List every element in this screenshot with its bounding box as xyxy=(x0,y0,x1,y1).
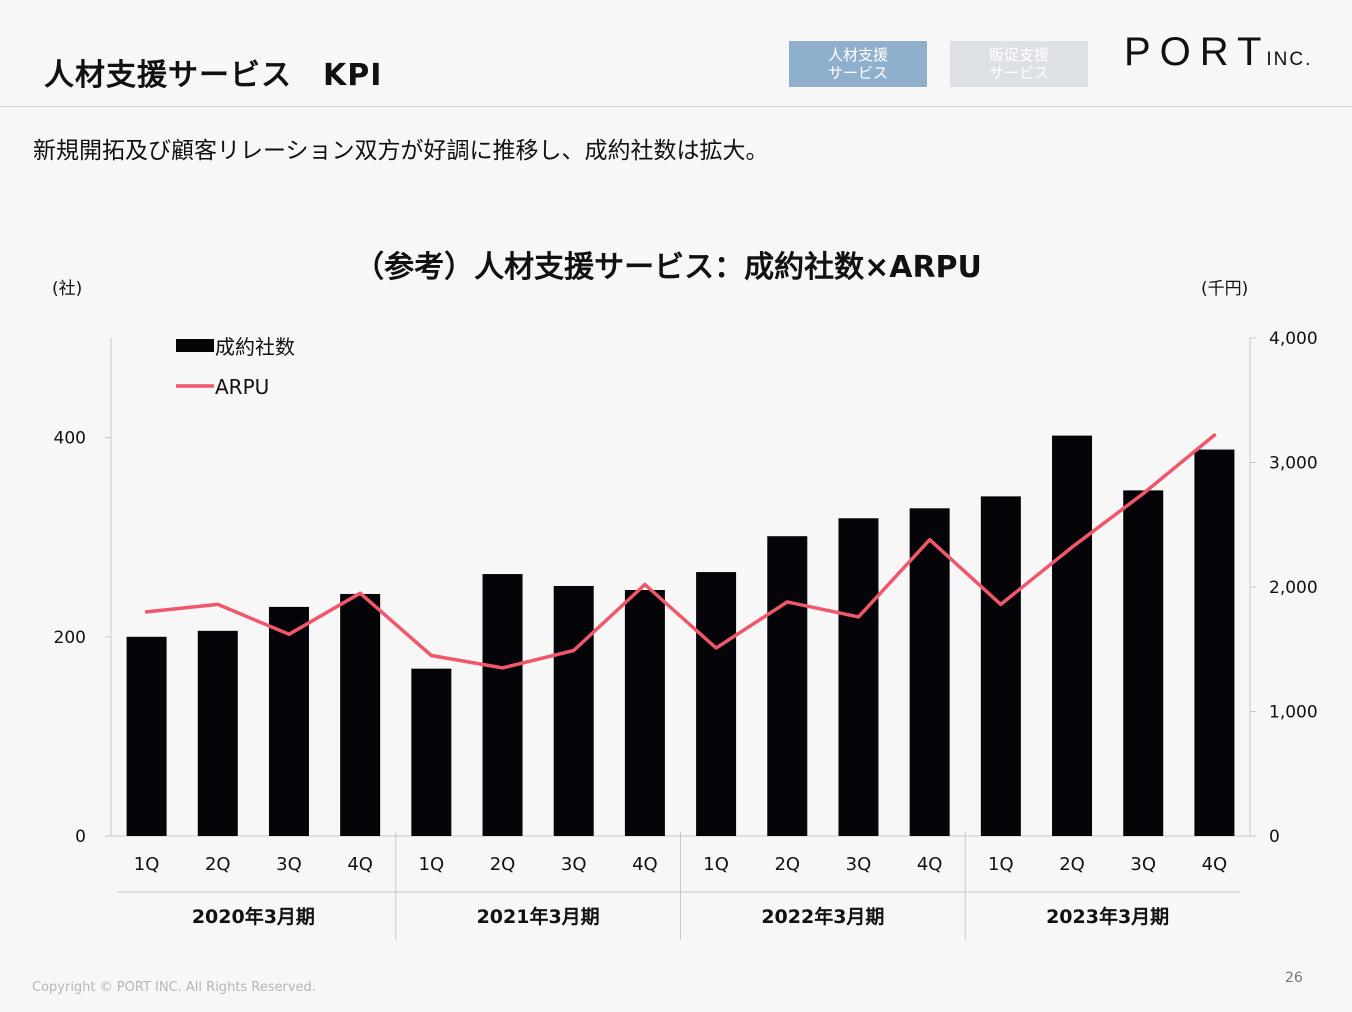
logo-main-text: PORT xyxy=(1124,30,1271,74)
x-axis-tick-label: 1Q xyxy=(419,854,445,875)
x-axis-tick-label: 2Q xyxy=(1059,854,1085,875)
right-axis-unit: (千円) xyxy=(1201,279,1248,299)
chart-title: （参考）人材支援サービス：成約社数×ARPU xyxy=(354,250,982,285)
bar-contracted-companies xyxy=(980,496,1021,836)
x-axis-tick-label: 4Q xyxy=(1202,854,1228,875)
left-axis-tick-label: 0 xyxy=(75,827,86,847)
tab-sales-promotion[interactable]: 販促支援 サービス xyxy=(950,41,1088,87)
tab-hr-support-line1: 人材支援 xyxy=(827,46,888,64)
bar-contracted-companies xyxy=(482,574,523,836)
tab-sales-promotion-line1: 販促支援 xyxy=(988,46,1049,64)
left-axis-unit: (社) xyxy=(52,279,82,299)
bar-contracted-companies xyxy=(340,593,381,836)
bar-contracted-companies xyxy=(767,536,808,836)
right-axis-tick-label: 0 xyxy=(1269,827,1280,847)
x-axis-tick-label: 3Q xyxy=(846,854,872,875)
x-axis-tick-label: 4Q xyxy=(347,854,373,875)
bar-contracted-companies xyxy=(1123,490,1164,836)
fiscal-year-label: 2022年3月期 xyxy=(761,905,884,928)
bar-contracted-companies xyxy=(1052,435,1093,836)
bar-contracted-companies xyxy=(268,606,309,836)
right-axis-tick-label: 4,000 xyxy=(1269,329,1318,349)
x-axis-tick-label: 2Q xyxy=(774,854,800,875)
x-axis-tick-label: 2Q xyxy=(205,854,231,875)
legend-swatch-bar xyxy=(176,339,214,352)
x-axis-tick-label: 3Q xyxy=(561,854,587,875)
bar-contracted-companies xyxy=(553,586,594,836)
x-axis-tick-label: 2Q xyxy=(490,854,516,875)
fiscal-year-label: 2021年3月期 xyxy=(477,905,600,928)
fiscal-year-label: 2020年3月期 xyxy=(192,905,315,928)
x-axis-tick-label: 4Q xyxy=(632,854,658,875)
copyright-text: Copyright © PORT INC. All Rights Reserve… xyxy=(32,980,316,995)
arpu-line xyxy=(144,433,1217,670)
legend-label-bar: 成約社数 xyxy=(215,335,295,359)
right-axis-tick-label: 1,000 xyxy=(1269,703,1318,723)
right-axis-tick-label: 2,000 xyxy=(1269,578,1318,598)
page-number: 26 xyxy=(1285,970,1303,986)
tab-hr-support[interactable]: 人材支援 サービス xyxy=(789,41,927,87)
x-axis-tick-label: 3Q xyxy=(276,854,302,875)
bar-contracted-companies xyxy=(126,636,167,836)
bar-contracted-companies xyxy=(909,508,950,836)
bar-contracted-companies xyxy=(696,572,737,836)
bar-contracted-companies xyxy=(1194,449,1235,836)
x-axis-tick-label: 1Q xyxy=(703,854,729,875)
tab-hr-support-line2: サービス xyxy=(827,64,888,82)
page-title: 人材支援サービス KPI xyxy=(44,58,383,93)
lead-text: 新規開拓及び顧客リレーション双方が好調に推移し、成約社数は拡大。 xyxy=(33,138,769,164)
left-axis-tick-label: 400 xyxy=(54,429,86,449)
legend-label-line: ARPU xyxy=(215,375,269,399)
left-axis-tick-label: 200 xyxy=(54,628,86,648)
bar-contracted-companies xyxy=(197,630,238,836)
bar-contracted-companies xyxy=(838,518,879,836)
x-axis-tick-label: 1Q xyxy=(134,854,160,875)
tab-sales-promotion-line2: サービス xyxy=(988,64,1049,82)
x-axis-tick-label: 1Q xyxy=(988,854,1014,875)
right-axis-tick-label: 3,000 xyxy=(1269,454,1318,474)
header-divider xyxy=(0,106,1352,107)
logo-sub-text: INC. xyxy=(1266,49,1313,70)
bar-contracted-companies xyxy=(624,589,665,836)
fiscal-year-label: 2023年3月期 xyxy=(1046,905,1169,928)
company-logo: PORTINC. xyxy=(1124,30,1312,75)
bar-contracted-companies xyxy=(411,668,452,836)
x-axis-tick-label: 3Q xyxy=(1130,854,1156,875)
x-axis-tick-label: 4Q xyxy=(917,854,943,875)
